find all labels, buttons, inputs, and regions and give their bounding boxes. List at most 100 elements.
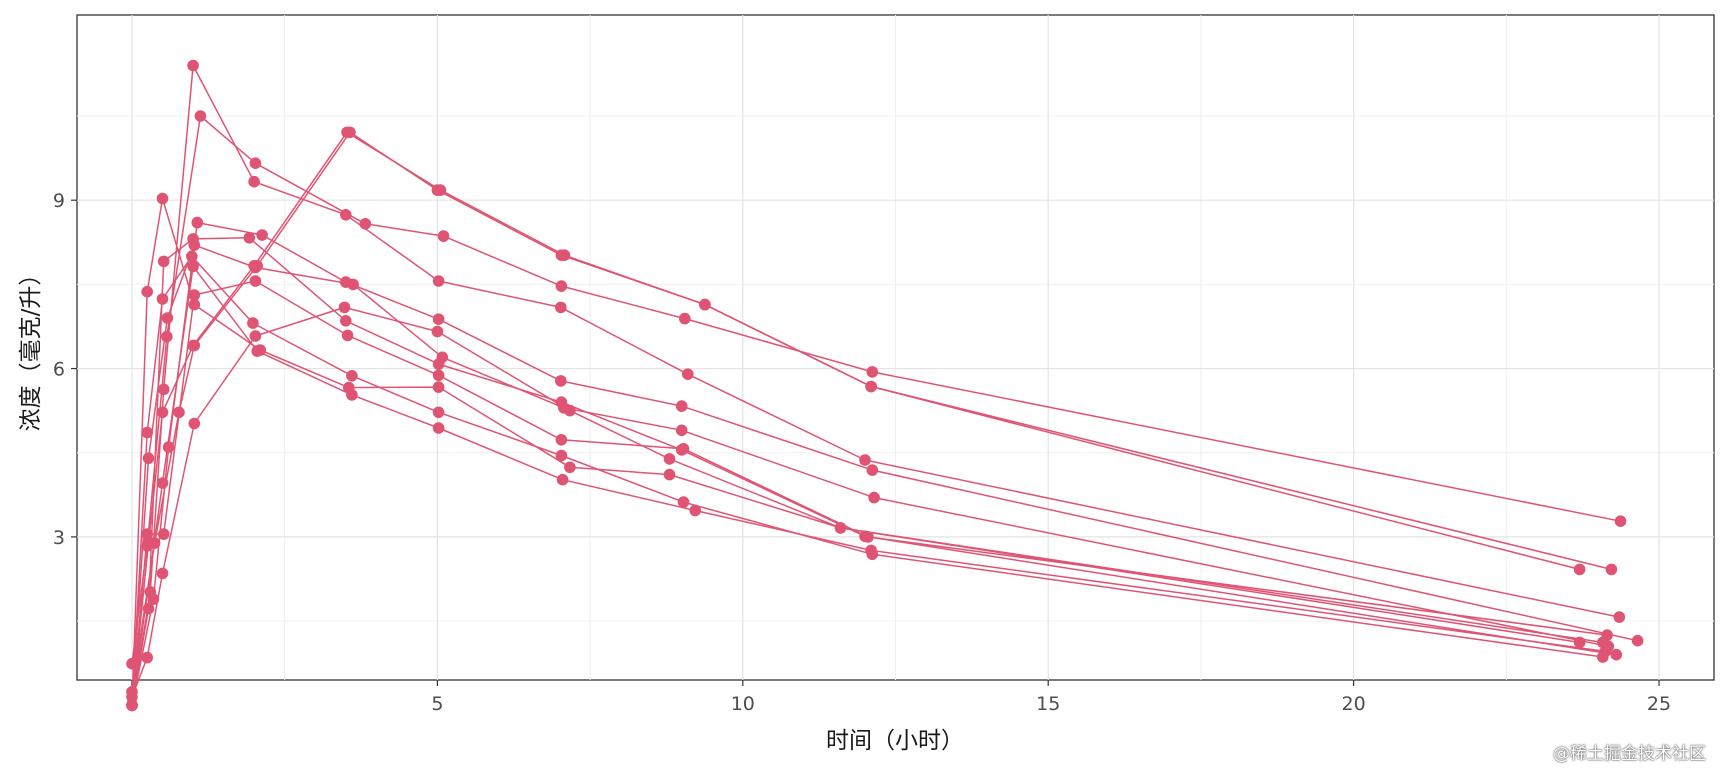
data-point [142, 602, 155, 615]
data-point [431, 184, 444, 196]
data-point [142, 452, 155, 465]
data-point [834, 522, 847, 534]
data-point [346, 370, 358, 382]
data-point [1601, 629, 1613, 641]
data-point [141, 528, 153, 540]
x-tick-label: 25 [1647, 693, 1671, 715]
data-point [1613, 611, 1626, 623]
x-tick-label: 15 [1036, 693, 1060, 715]
data-point [249, 275, 262, 287]
data-point [555, 249, 568, 261]
data-point [677, 496, 690, 508]
data-point [141, 426, 153, 439]
data-point [188, 339, 201, 352]
data-point [866, 464, 879, 476]
x-tick-label: 20 [1342, 693, 1366, 715]
data-point [866, 366, 879, 378]
data-point [865, 380, 877, 393]
series-line-12 [131, 265, 1606, 706]
data-point [249, 157, 262, 169]
data-point [564, 461, 576, 474]
series-points [126, 59, 1644, 712]
data-point [862, 531, 874, 543]
data-point [156, 293, 169, 305]
data-point [191, 216, 204, 229]
data-point [340, 315, 352, 327]
data-point [1605, 563, 1618, 576]
data-point [663, 468, 676, 481]
data-point [1573, 636, 1586, 649]
data-point [247, 317, 259, 329]
data-point [682, 368, 694, 381]
data-point [431, 325, 444, 338]
data-point [188, 417, 201, 430]
data-point [126, 699, 138, 712]
data-point [161, 330, 173, 343]
data-point [161, 312, 174, 324]
data-point [675, 424, 688, 437]
x-tick-label: 5 [431, 693, 443, 715]
data-point [188, 239, 201, 251]
data-point [340, 276, 352, 288]
data-point [156, 567, 169, 580]
data-point [256, 229, 268, 241]
data-point [157, 383, 170, 396]
data-point [251, 345, 263, 357]
data-point [436, 351, 449, 364]
data-point [699, 298, 711, 311]
data-point [156, 192, 169, 205]
data-point [1610, 648, 1623, 661]
data-point [186, 250, 198, 263]
x-axis-title: 时间（小时） [826, 728, 964, 754]
data-point [194, 110, 207, 122]
data-point [341, 329, 354, 342]
data-point [340, 209, 352, 221]
y-tick-label: 6 [53, 359, 65, 381]
data-point [689, 504, 701, 517]
data-point [556, 473, 569, 486]
data-point [677, 443, 690, 455]
data-point [432, 406, 445, 419]
data-point [868, 491, 880, 504]
data-point [144, 586, 157, 598]
data-point [555, 375, 567, 387]
data-point [188, 298, 201, 311]
data-point [251, 260, 263, 272]
data-point [564, 404, 576, 417]
y-tick-label: 3 [53, 527, 65, 549]
data-point [157, 528, 170, 540]
data-point [248, 175, 260, 188]
data-point [432, 422, 445, 434]
data-point [859, 454, 871, 466]
data-point [187, 59, 199, 72]
data-point [156, 477, 169, 489]
data-point [555, 301, 567, 314]
data-point [555, 449, 568, 462]
data-point [346, 389, 358, 401]
data-point [675, 400, 688, 412]
data-point [188, 289, 201, 301]
watermark: @稀土掘金技术社区 [1553, 744, 1706, 764]
y-tick-label: 9 [53, 190, 65, 212]
data-point [555, 280, 568, 292]
x-tick-label: 10 [731, 693, 755, 715]
data-point [173, 406, 185, 419]
data-point [156, 406, 169, 419]
data-point [1614, 515, 1627, 527]
data-point [679, 312, 691, 325]
data-point [162, 441, 175, 453]
data-point [148, 537, 161, 549]
data-point [126, 657, 138, 670]
data-point [432, 275, 445, 287]
data-point [243, 232, 256, 244]
data-point [344, 126, 356, 139]
data-point [432, 369, 445, 382]
data-point [663, 453, 676, 465]
data-point [865, 544, 877, 557]
data-point [359, 218, 372, 230]
data-point [432, 313, 445, 326]
data-point [1573, 563, 1586, 576]
data-point [141, 651, 153, 664]
data-point [432, 381, 445, 393]
